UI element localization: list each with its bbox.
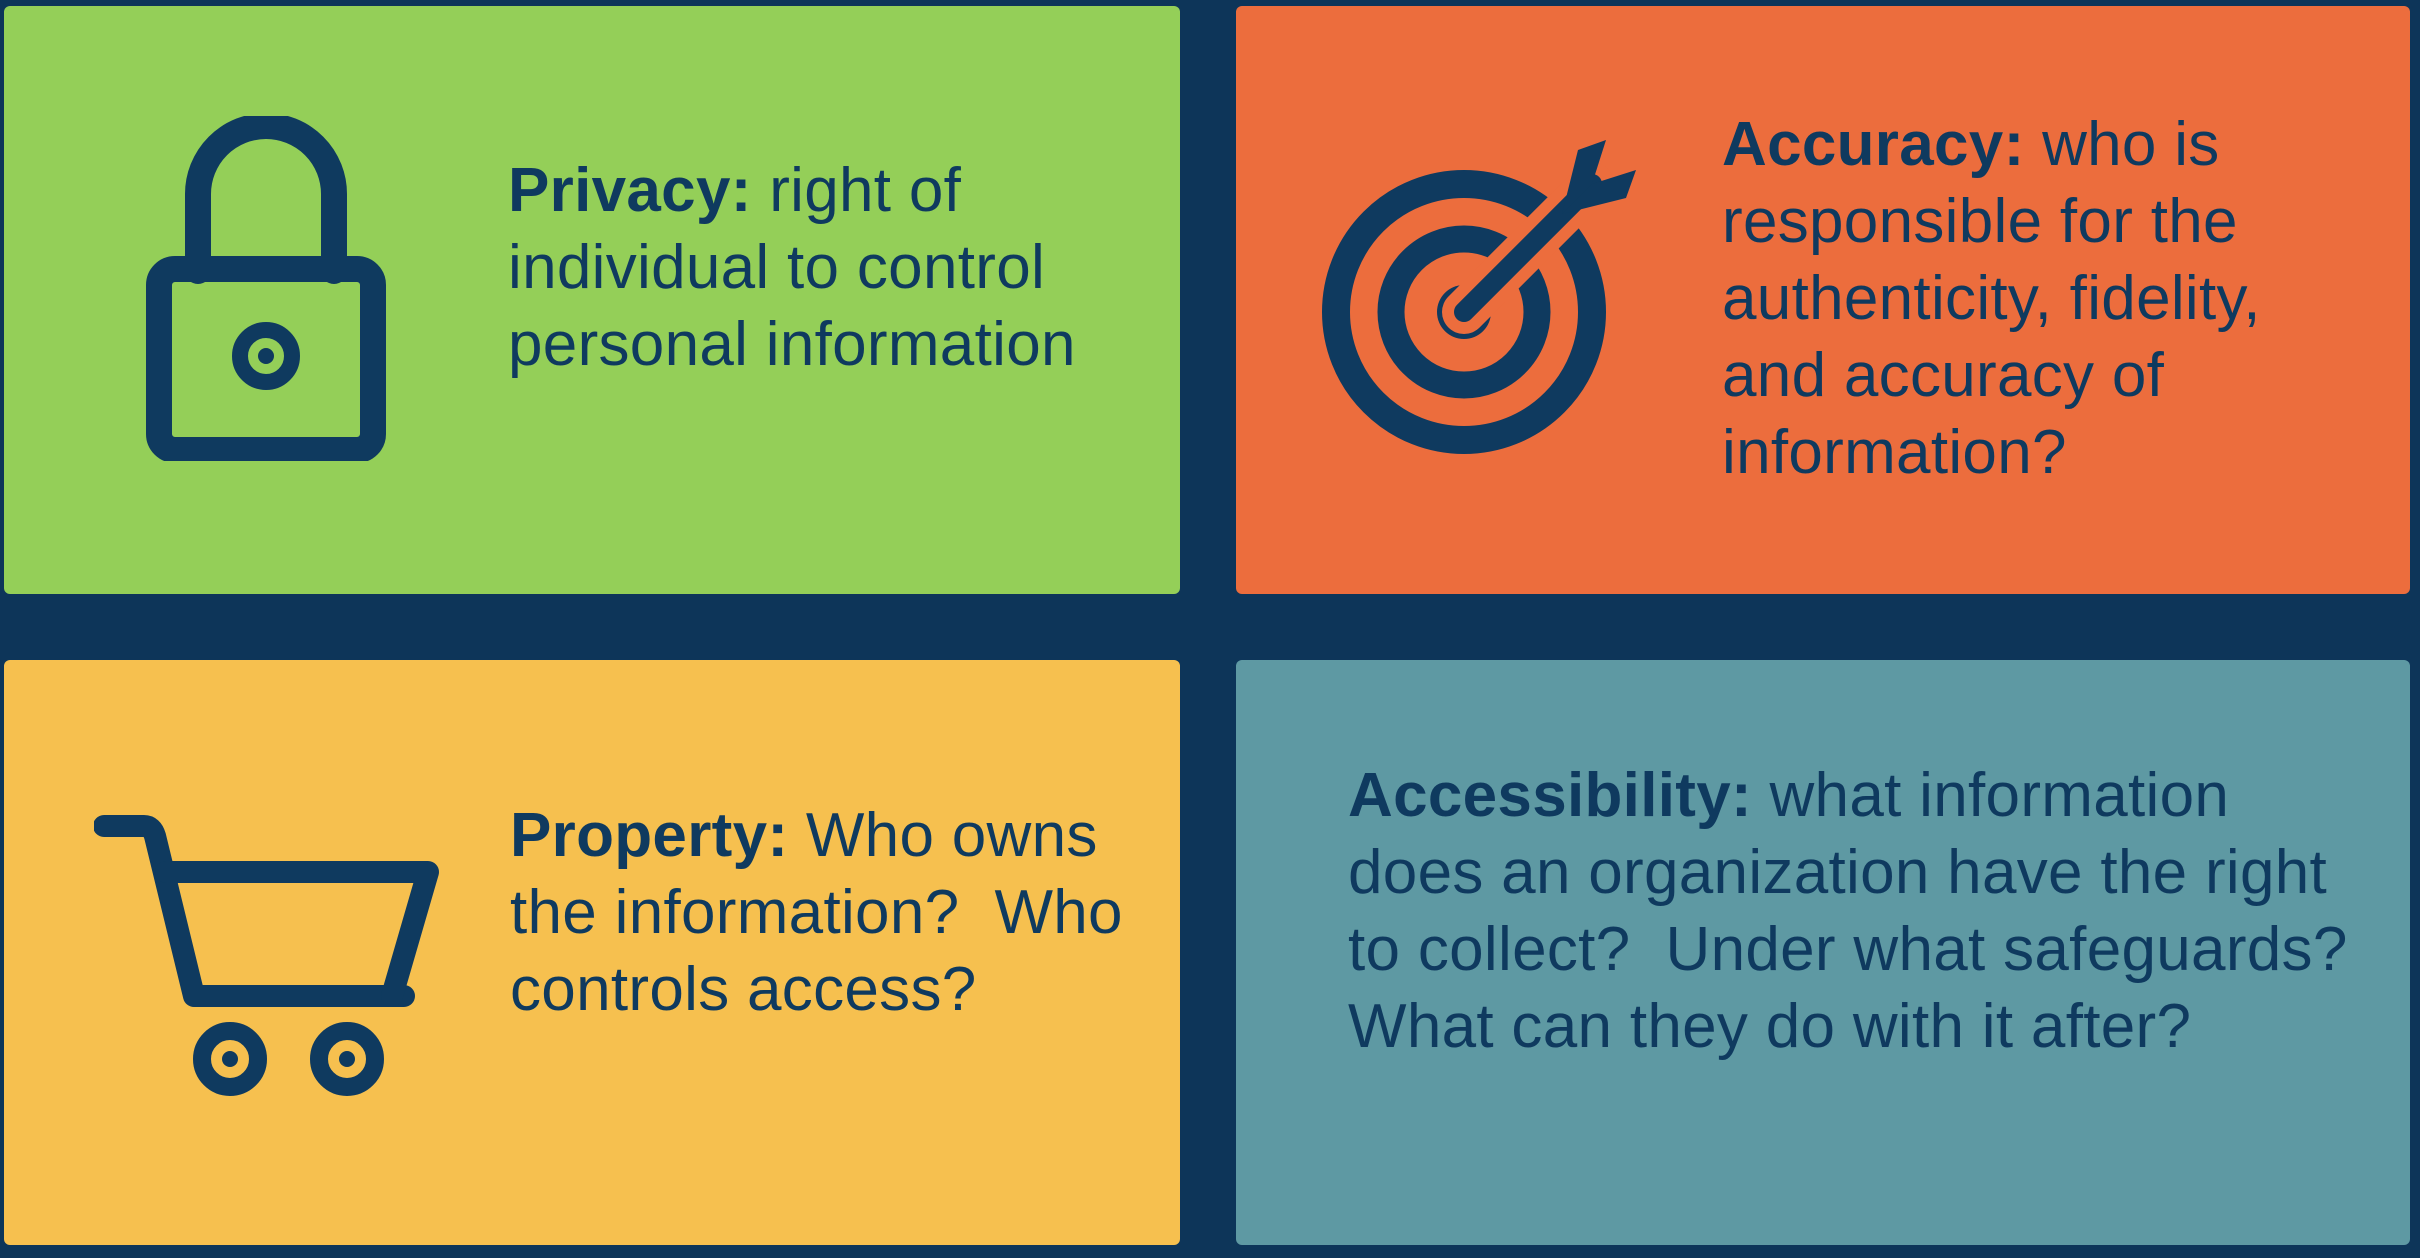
privacy-description-text: right of individual to control personal … [508,156,1076,379]
target-icon [1314,130,1654,470]
accuracy-tile [1236,6,2410,594]
property-term: Property: [510,801,789,870]
lock-icon [146,116,386,461]
accuracy-description-text: who is responsible for the authenticity,… [1722,110,2261,487]
property-description-text: Who owns the information? Who controls a… [510,801,1141,1024]
privacy-term: Privacy: [508,156,752,225]
accuracy-term: Accuracy: [1722,110,2025,179]
privacy-description: Privacy: right of individual to control … [508,152,1128,383]
property-tile [4,660,1180,1245]
accessibility-term: Accessibility: [1348,761,1752,830]
property-description: Property: Who owns the information? Who … [510,797,1150,1028]
shopping-cart-icon [94,810,444,1100]
accessibility-tile [1236,660,2410,1245]
accuracy-description: Accuracy: who is responsible for the aut… [1722,106,2382,491]
accessibility-description-text: what information does an organization ha… [1348,761,2366,1061]
privacy-tile [4,6,1180,594]
accessibility-description: Accessibility: what information does an … [1348,757,2378,1065]
